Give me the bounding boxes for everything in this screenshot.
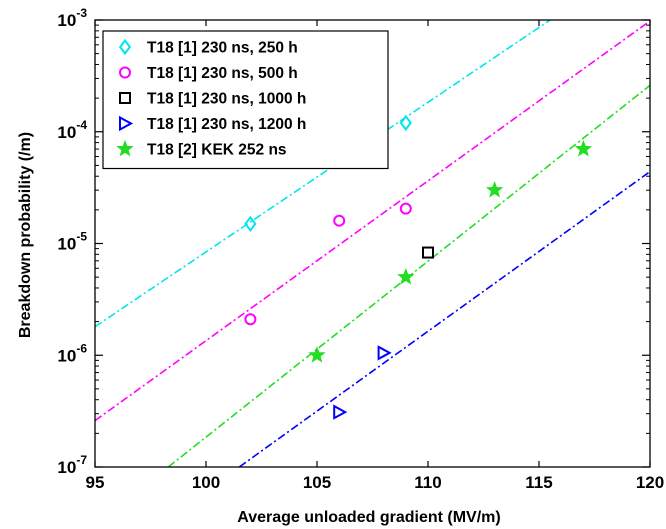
legend-marker-5 bbox=[116, 139, 134, 157]
x-tick-label-115: 115 bbox=[525, 473, 552, 492]
y-tick-label--7: 10-7 bbox=[57, 453, 87, 477]
axes: 95 100 105 110 115 120 10-7 10-6 10-5 10-4 10-3 bbox=[57, 6, 664, 492]
fit-line-series-4 bbox=[238, 170, 650, 467]
x-axis-title: Average unloaded gradient (MV/m) bbox=[237, 509, 500, 526]
legend-label-1: T18 [1] 230 ns, 250 h bbox=[147, 40, 298, 57]
legend-label-4: T18 [1] 230 ns, 1200 h bbox=[147, 116, 306, 133]
data-point-series-3-1 bbox=[422, 246, 434, 259]
x-tick-label-120: 120 bbox=[636, 473, 664, 492]
data-point-series-1-2 bbox=[399, 114, 412, 132]
x-tick-label-110: 110 bbox=[414, 473, 441, 492]
data-point-series-4-2 bbox=[377, 345, 392, 361]
fit-line-series-1 bbox=[95, 20, 551, 328]
y-tick-label--3: 10-3 bbox=[57, 6, 87, 30]
data-point-series-5-1 bbox=[308, 346, 326, 363]
data-point-series-2-1 bbox=[244, 313, 257, 326]
data-point-series-5-3 bbox=[485, 181, 504, 198]
legend-marker-4 bbox=[119, 115, 134, 132]
y-tick-label--4: 10-4 bbox=[57, 118, 87, 142]
legend-box bbox=[102, 30, 389, 170]
legend-marker-3 bbox=[119, 92, 131, 104]
x-tick-label-100: 100 bbox=[192, 473, 220, 492]
legend-marker-2 bbox=[119, 66, 131, 79]
legend-label-3: T18 [1] 230 ns, 1000 h bbox=[147, 91, 306, 108]
legend-marker-1 bbox=[118, 38, 132, 56]
legend-label-2: T18 [1] 230 ns, 500 h bbox=[147, 65, 298, 82]
data-point-series-5-2 bbox=[397, 268, 415, 285]
y-tick-label--6: 10-6 bbox=[57, 341, 87, 365]
data-markers bbox=[244, 114, 593, 420]
legend: T18 [1] 230 ns, 250 h T18 [1] 230 ns, 500… bbox=[102, 30, 389, 170]
data-point-series-1-1 bbox=[244, 215, 257, 232]
x-tick-label-95: 95 bbox=[86, 473, 105, 492]
data-point-series-2-2 bbox=[333, 214, 346, 227]
y-axis-title: Breakdown probability (/m) bbox=[17, 132, 34, 338]
fit-line-series-2 bbox=[95, 20, 650, 422]
y-tick-label--5: 10-5 bbox=[57, 230, 87, 254]
data-point-series-2-3 bbox=[399, 202, 412, 215]
legend-label-5: T18 [2] KEK 252 ns bbox=[147, 142, 287, 159]
x-tick-label-105: 105 bbox=[303, 473, 331, 492]
data-point-series-5-4 bbox=[574, 139, 593, 157]
data-point-series-4-1 bbox=[333, 404, 348, 420]
